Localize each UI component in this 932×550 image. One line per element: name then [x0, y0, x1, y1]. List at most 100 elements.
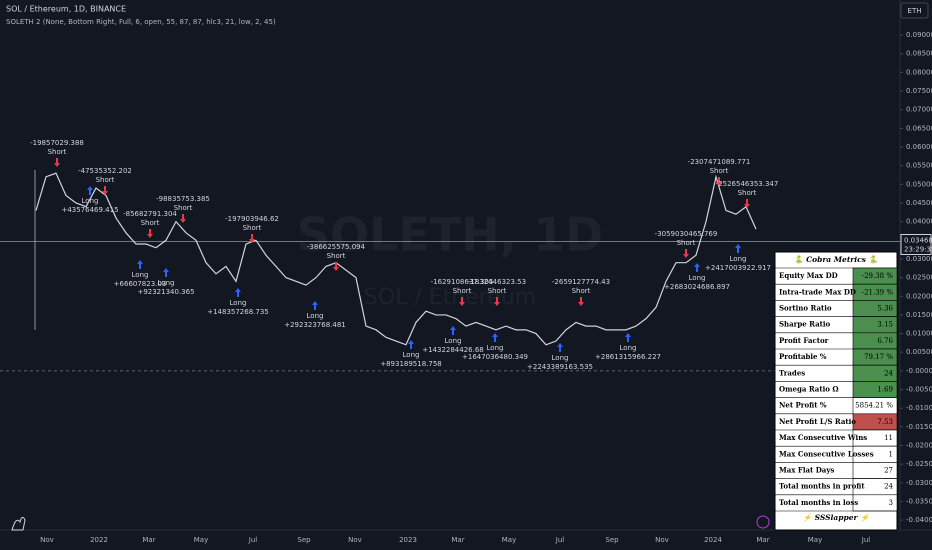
metric-label: Profit Factor	[779, 336, 829, 345]
trade-side: Long	[82, 197, 99, 205]
long-arrow	[408, 340, 414, 349]
trade-side: Long	[689, 274, 706, 282]
metric-value: 11	[884, 434, 893, 442]
trade-side: Short	[572, 287, 591, 295]
current-price-box	[900, 233, 932, 255]
symbol-title: SOL / Ethereum, 1D, BINANCE	[6, 5, 126, 14]
long-arrow	[163, 268, 169, 277]
trade-side: Short	[243, 224, 262, 232]
trade-pnl: -3059030465.769	[655, 230, 718, 238]
metric-label: Net Profit %	[779, 401, 827, 410]
long-arrow	[235, 288, 241, 297]
trade-side: Long	[620, 344, 637, 352]
alert-icon[interactable]	[756, 515, 770, 529]
trade-pnl: +66607823.03	[114, 280, 167, 288]
metric-value: 24	[884, 483, 893, 491]
trade-pnl: -2307471089.771	[688, 158, 751, 166]
x-tick-label: Mar	[142, 536, 155, 544]
metric-value: 5854.21 %	[855, 402, 893, 410]
tv-logo	[11, 516, 26, 531]
trade-side: Long	[230, 299, 247, 307]
long-arrow	[694, 263, 700, 272]
metric-value: 27	[884, 467, 893, 475]
x-tick-label: 2022	[90, 536, 108, 544]
trade-pnl: -1629108637.305	[431, 278, 494, 286]
long-arrow	[87, 186, 93, 195]
short-arrow	[459, 297, 465, 306]
trade-side: Short	[174, 204, 193, 212]
metric-label: Total months in loss	[779, 498, 858, 507]
short-arrow	[683, 249, 689, 258]
short-arrow	[333, 262, 339, 271]
metric-label: Profitable %	[779, 352, 827, 361]
x-tick-label: May	[502, 536, 516, 544]
metric-value: 79.17 %	[864, 353, 893, 361]
trade-side: Short	[488, 287, 507, 295]
trade-side: Long	[132, 271, 149, 279]
trade-pnl: +2417003922.917	[705, 264, 771, 272]
short-arrow	[578, 297, 584, 306]
trade-side: Short	[327, 252, 346, 260]
metric-label: Max Flat Days	[779, 466, 834, 475]
currency-button[interactable]	[900, 2, 929, 19]
short-arrow	[744, 199, 750, 208]
y-tick-label: -0.03500	[906, 497, 932, 505]
trade-pnl: +2683024686.897	[664, 283, 730, 291]
long-arrow	[450, 326, 456, 335]
metric-value: 6.76	[877, 337, 893, 345]
metric-label: Intra-trade Max DD	[779, 287, 856, 296]
trade-side: Short	[710, 167, 729, 175]
metric-label: Sharpe Ratio	[779, 320, 831, 329]
metric-value: 3	[889, 499, 893, 507]
metric-value: 1	[889, 450, 893, 458]
trade-side: Long	[487, 344, 504, 352]
x-tick-label: Nov	[655, 536, 669, 544]
trade-side: Short	[96, 176, 115, 184]
x-tick-label: Jul	[861, 536, 871, 544]
trade-pnl: -98835753.385	[156, 195, 210, 203]
trade-pnl: +148357268.735	[207, 308, 269, 316]
trade-side: Long	[730, 255, 747, 263]
metric-label: Sortino Ratio	[779, 304, 832, 313]
trade-side: Long	[307, 312, 324, 320]
metric-value: 1.69	[877, 386, 893, 394]
trade-side: Long	[403, 351, 420, 359]
trade-side: Short	[141, 219, 160, 227]
metric-value: 7.53	[877, 418, 893, 426]
table-footer: ⚡ SSSlapper ⚡	[803, 513, 870, 522]
price-line	[35, 172, 757, 346]
x-tick-label: 2023	[399, 536, 417, 544]
long-arrow	[625, 333, 631, 342]
short-arrow	[494, 297, 500, 306]
long-arrow	[312, 301, 318, 310]
short-arrow	[716, 177, 722, 186]
y-tick-label: -0.00000	[906, 367, 932, 375]
trade-pnl: -19857029.388	[30, 139, 84, 147]
short-arrow	[54, 158, 60, 167]
trade-pnl: +92321340.365	[137, 288, 194, 296]
metric-label: Trades	[779, 368, 805, 377]
trade-side: Long	[552, 354, 569, 362]
y-tick-label: -0.00500	[906, 386, 932, 394]
watermark-sub: SOL / Ethereum	[364, 285, 536, 310]
trade-pnl: -2526546353.347	[716, 180, 779, 188]
metric-value: 3.15	[877, 321, 893, 329]
x-tick-label: Sep	[297, 536, 311, 544]
long-arrow	[557, 343, 563, 352]
trade-pnl: -197903946.62	[225, 215, 279, 223]
